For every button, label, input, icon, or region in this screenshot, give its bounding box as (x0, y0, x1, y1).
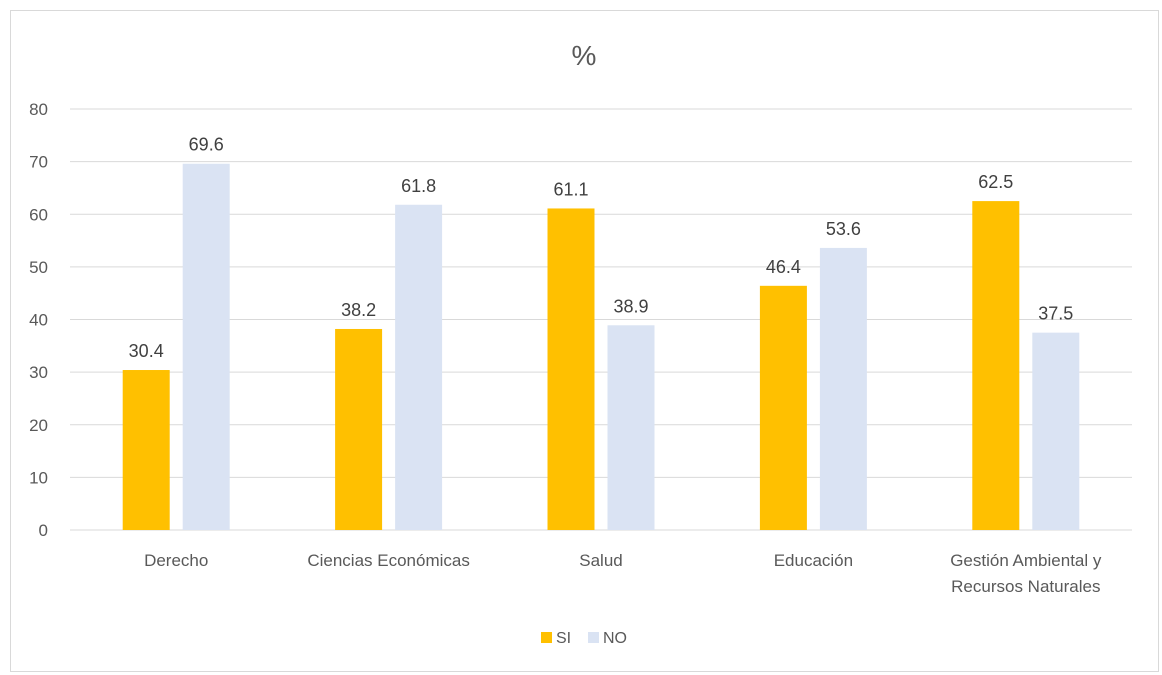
legend-swatch-no (588, 632, 599, 643)
y-tick-label: 70 (29, 153, 48, 172)
x-category-label: Derecho (144, 551, 208, 570)
bar-no (607, 325, 655, 530)
bar-si (335, 328, 383, 530)
y-axis: 0 10 20 30 40 50 60 70 80 (29, 100, 48, 540)
legend: SI NO (541, 630, 627, 647)
y-tick-label: 10 (29, 468, 48, 487)
y-tick-label: 60 (29, 205, 48, 224)
x-category-label: Educación (774, 551, 853, 570)
legend-swatch-si (541, 632, 552, 643)
data-label: 61.8 (401, 176, 436, 196)
x-category-label: Ciencias Económicas (307, 551, 470, 570)
x-category-label: Salud (579, 551, 622, 570)
bar-si (972, 201, 1020, 530)
data-label: 53.6 (826, 219, 861, 239)
data-label: 69.6 (189, 135, 224, 155)
bars (122, 163, 1080, 531)
y-tick-label: 30 (29, 363, 48, 382)
x-axis: Derecho Ciencias Económicas Salud Educación… (144, 551, 1102, 596)
y-tick-label: 0 (39, 521, 48, 540)
bar-no (819, 247, 867, 530)
chart-title: % (572, 40, 597, 71)
y-tick-label: 40 (29, 311, 48, 330)
data-label: 38.9 (613, 296, 648, 316)
data-labels: 30.4 69.6 38.2 61.8 61.1 38.9 46.4 53.6 62.5 37.5 (129, 135, 1074, 361)
bar-no (182, 163, 230, 531)
bar-si (547, 208, 595, 530)
legend-label-si: SI (556, 630, 571, 647)
data-label: 30.4 (129, 341, 164, 361)
gridlines (70, 108, 1132, 531)
y-tick-label: 80 (29, 100, 48, 119)
x-category-label: Recursos Naturales (951, 577, 1100, 596)
bar-si (759, 285, 807, 530)
bar-no (395, 204, 443, 530)
data-label: 37.5 (1038, 304, 1073, 324)
x-category-label: Gestión Ambiental y (950, 551, 1102, 570)
data-label: 38.2 (341, 300, 376, 320)
data-label: 61.1 (553, 179, 588, 199)
bar-si (122, 370, 170, 530)
y-tick-label: 50 (29, 258, 48, 277)
data-label: 46.4 (766, 257, 801, 277)
bar-no (1032, 332, 1080, 530)
legend-label-no: NO (603, 630, 627, 647)
data-label: 62.5 (978, 172, 1013, 192)
y-tick-label: 20 (29, 416, 48, 435)
